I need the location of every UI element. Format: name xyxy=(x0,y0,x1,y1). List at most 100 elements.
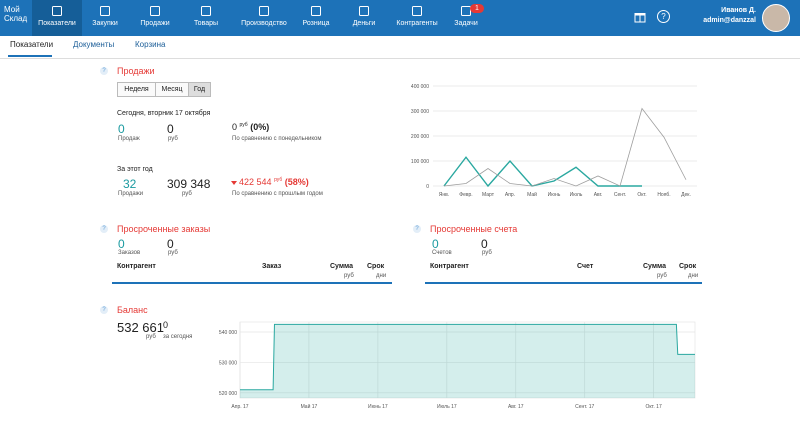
nav-item[interactable]: Продажи xyxy=(130,0,180,36)
column-header[interactable]: Контрагент xyxy=(117,263,156,270)
caption: Заказов xyxy=(118,250,140,256)
caption: Продажи xyxy=(118,191,143,197)
year-delta: 422 544 руб (58%) xyxy=(239,177,309,187)
unit: руб xyxy=(240,122,248,128)
nav-icon xyxy=(411,5,423,17)
help-icon[interactable]: ? xyxy=(413,225,421,233)
x-tick-label: Окт. 17 xyxy=(646,404,662,410)
x-tick-label: Авг. xyxy=(594,192,603,198)
count: 0 xyxy=(118,237,125,251)
column-header[interactable]: Заказ xyxy=(262,263,281,270)
column-unit: руб xyxy=(344,273,354,279)
caption: По сравнению с понедельником xyxy=(232,136,322,142)
nav-icon xyxy=(258,5,270,17)
tabs-bar xyxy=(0,36,800,59)
nav-item[interactable]: Розница xyxy=(295,0,337,36)
help-icon[interactable]: ? xyxy=(100,67,108,75)
year-count: 32 xyxy=(123,177,136,191)
nav-item[interactable]: Закупки xyxy=(82,0,128,36)
logo[interactable]: Мой Склад xyxy=(4,5,32,23)
caption: руб xyxy=(168,250,178,256)
column-header[interactable]: Срок xyxy=(679,263,696,270)
table-rule xyxy=(425,282,702,284)
caption: руб xyxy=(482,250,492,256)
x-tick-label: Февр. xyxy=(459,192,472,198)
sales-chart: 0100 000200 000300 000400 000Янв.Февр.Ма… xyxy=(395,78,705,204)
year-sum: 309 348 xyxy=(167,177,210,191)
nav-icon xyxy=(358,5,370,17)
sum: 0 xyxy=(167,237,174,251)
nav-icon xyxy=(99,5,111,17)
nav-item[interactable]: Деньги xyxy=(340,0,388,36)
nav-item[interactable]: Показатели xyxy=(35,0,79,36)
today-delta: 0 руб (0%) xyxy=(232,122,269,132)
nav-item[interactable]: Контрагенты xyxy=(388,0,446,36)
sum: 0 xyxy=(481,237,488,251)
value: 422 544 xyxy=(239,177,272,187)
avatar[interactable] xyxy=(762,4,790,32)
column-header[interactable]: Контрагент xyxy=(430,263,469,270)
y-tick-label: 530 000 xyxy=(219,360,237,366)
caption: за сегодня xyxy=(163,334,192,340)
nav-icon xyxy=(200,5,212,17)
gift-icon[interactable] xyxy=(634,11,646,23)
period-button[interactable]: Неделя xyxy=(117,82,156,97)
period-button-active[interactable]: Год xyxy=(188,82,211,97)
header: Мой Склад ПоказателиЗакупкиПродажиТовары… xyxy=(0,0,800,36)
user-name[interactable]: Иванов Д. xyxy=(721,7,756,14)
help-icon[interactable]: ? xyxy=(657,10,670,23)
x-tick-label: Июль xyxy=(570,192,583,198)
nav-label: Контрагенты xyxy=(388,20,446,27)
help-icon[interactable]: ? xyxy=(100,306,108,314)
x-tick-label: Апр. xyxy=(505,192,515,198)
table-rule xyxy=(112,282,392,284)
tab[interactable]: Показатели xyxy=(10,40,53,49)
x-tick-label: Авг. 17 xyxy=(508,404,524,410)
nav-icon xyxy=(310,5,322,17)
today-sum: 0 xyxy=(167,122,174,136)
x-tick-label: Июнь xyxy=(548,192,561,198)
column-header[interactable]: Счет xyxy=(577,263,593,270)
column-unit: дни xyxy=(688,273,698,279)
y-tick-label: 300 000 xyxy=(411,109,429,115)
section-title: Продажи xyxy=(117,66,155,76)
nav-item[interactable]: Товары xyxy=(182,0,230,36)
percent: (58%) xyxy=(285,177,309,187)
nav-label: Закупки xyxy=(82,20,128,27)
caption: руб xyxy=(168,136,178,142)
column-unit: дни xyxy=(376,273,386,279)
x-tick-label: Июль 17 xyxy=(437,404,457,410)
nav-item[interactable]: Производство xyxy=(232,0,296,36)
x-tick-label: Май 17 xyxy=(301,403,318,410)
tab[interactable]: Документы xyxy=(73,40,114,49)
y-tick-label: 0 xyxy=(426,184,429,190)
x-tick-label: Март xyxy=(482,192,495,198)
area-fill xyxy=(240,324,695,398)
caption: Продаж xyxy=(118,136,140,142)
x-tick-label: Июнь 17 xyxy=(368,404,388,410)
nav-label: Задачи xyxy=(445,20,487,27)
caption: руб xyxy=(182,191,192,197)
nav-label: Розница xyxy=(295,20,337,27)
x-tick-label: Янв. xyxy=(439,192,449,198)
x-tick-label: Окт. xyxy=(637,192,646,198)
x-tick-label: Сент. 17 xyxy=(575,404,594,410)
y-tick-label: 540 000 xyxy=(219,330,237,336)
column-header[interactable]: Сумма xyxy=(643,263,666,270)
tab[interactable]: Корзина xyxy=(135,40,165,49)
value: 0 xyxy=(232,122,237,132)
caption: По сравнению с прошлым годом xyxy=(232,191,323,197)
nav-label: Показатели xyxy=(35,20,79,27)
down-arrow xyxy=(231,180,237,186)
year-label: За этот год xyxy=(117,166,153,173)
x-tick-label: Апр. 17 xyxy=(231,404,248,410)
help-icon[interactable]: ? xyxy=(100,225,108,233)
column-header[interactable]: Сумма xyxy=(330,263,353,270)
x-tick-label: Сент. xyxy=(614,192,626,198)
badge: 1 xyxy=(470,4,484,13)
nav-icon xyxy=(149,5,161,17)
series-line xyxy=(444,157,642,186)
user-login[interactable]: admin@danzzal xyxy=(703,17,756,24)
column-header[interactable]: Срок xyxy=(367,263,384,270)
period-button[interactable]: Месяц xyxy=(155,82,189,97)
